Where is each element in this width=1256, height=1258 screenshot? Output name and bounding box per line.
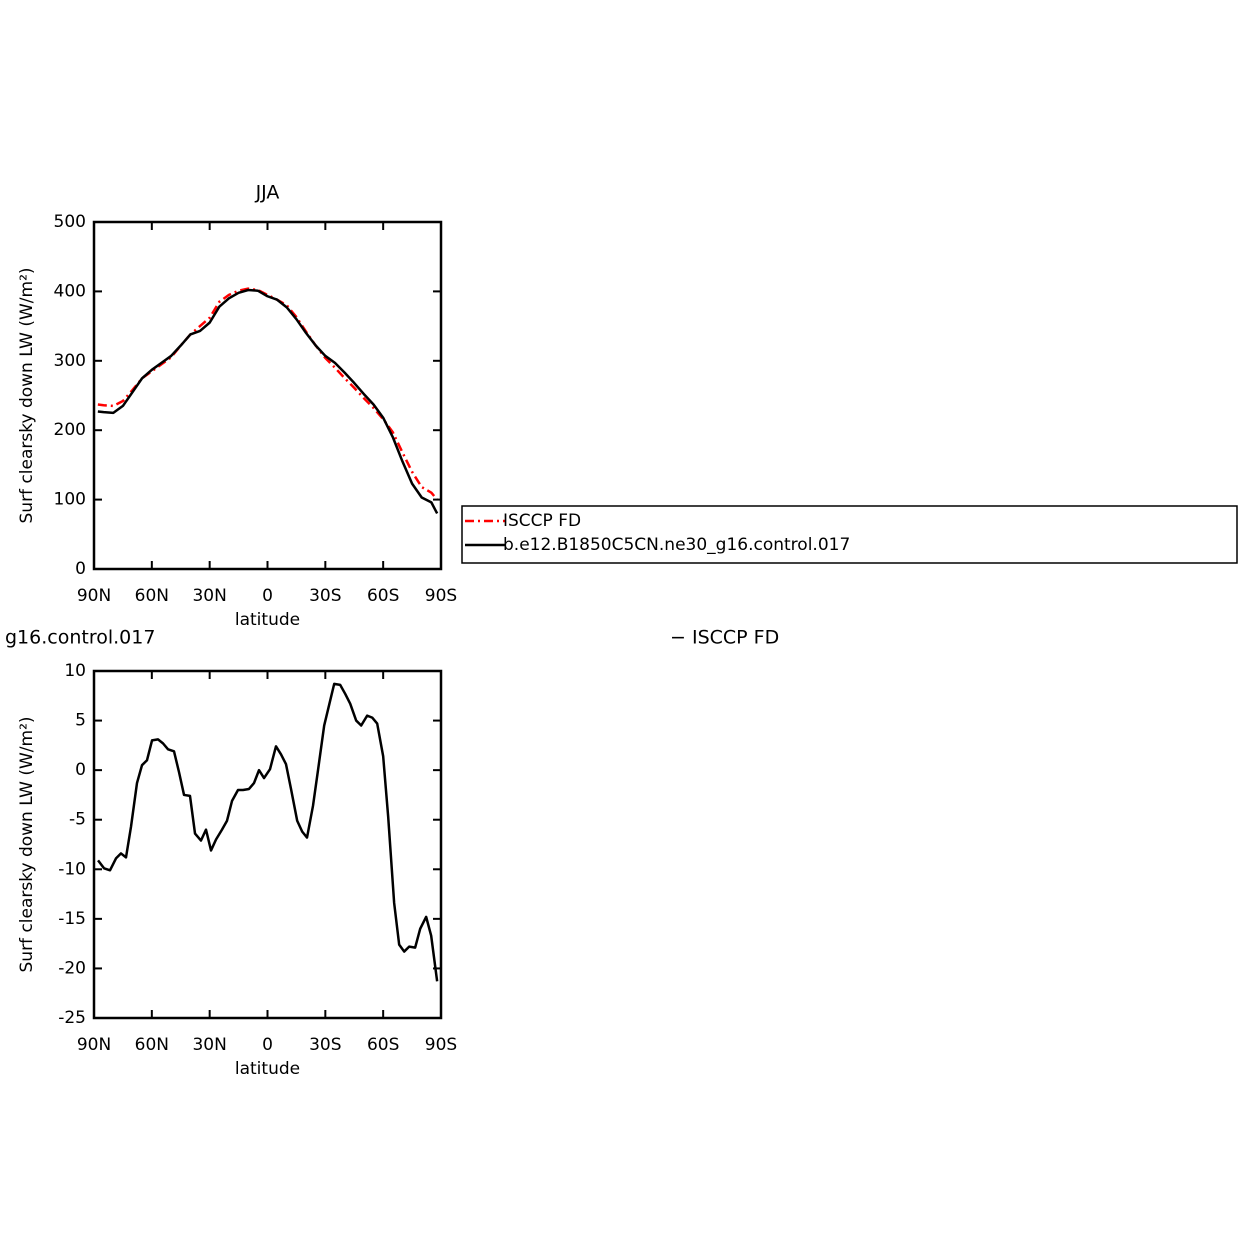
y-axis-label: Surf clearsky down LW (W/m²) — [17, 716, 37, 972]
plot-frame — [92, 220, 443, 571]
chart-title-right: − ISCCP FD — [670, 627, 779, 649]
x-tick-label: 30N — [192, 586, 226, 606]
y-tick-label: -5 — [69, 810, 86, 830]
chart-title: g16.control.017 — [5, 627, 155, 649]
x-tick-label: 30N — [192, 1035, 226, 1055]
data-line — [97, 287, 439, 501]
y-tick-label: -20 — [58, 958, 86, 978]
x-tick-label: 0 — [262, 1035, 273, 1055]
x-tick-label: 90S — [425, 586, 457, 606]
x-tick-label: 90S — [425, 1035, 457, 1055]
x-tick-label: 60S — [367, 586, 399, 606]
x-tick-label: 60S — [367, 1035, 399, 1055]
legend-label: b.e12.B1850C5CN.ne30_g16.control.017 — [503, 535, 850, 555]
legend-label: ISCCP FD — [503, 511, 581, 531]
y-tick-label: 0 — [75, 559, 86, 579]
x-axis-label: latitude — [235, 1059, 300, 1079]
data-line — [97, 682, 439, 982]
y-tick-label: 0 — [75, 760, 86, 780]
x-tick-label: 60N — [135, 586, 169, 606]
legend-box — [461, 505, 1238, 564]
x-tick-label: 0 — [262, 586, 273, 606]
y-tick-label: 200 — [54, 420, 86, 440]
y-tick-label: -15 — [58, 909, 86, 929]
y-tick-label: 5 — [75, 711, 86, 731]
y-axis-label: Surf clearsky down LW (W/m²) — [17, 267, 37, 523]
x-tick-label: 60N — [135, 1035, 169, 1055]
x-tick-label: 30S — [309, 1035, 341, 1055]
y-tick-label: 400 — [54, 281, 86, 301]
y-tick-label: 100 — [54, 490, 86, 510]
y-tick-label: 500 — [54, 212, 86, 232]
x-tick-label: 90N — [77, 586, 111, 606]
y-tick-label: -25 — [58, 1008, 86, 1028]
x-tick-label: 90N — [77, 1035, 111, 1055]
y-tick-label: 10 — [64, 661, 86, 681]
y-tick-label: -10 — [58, 859, 86, 879]
chart-title: JJA — [255, 182, 280, 204]
x-tick-label: 30S — [309, 586, 341, 606]
x-axis-label: latitude — [235, 610, 300, 630]
y-tick-label: 300 — [54, 351, 86, 371]
data-line — [97, 288, 439, 515]
